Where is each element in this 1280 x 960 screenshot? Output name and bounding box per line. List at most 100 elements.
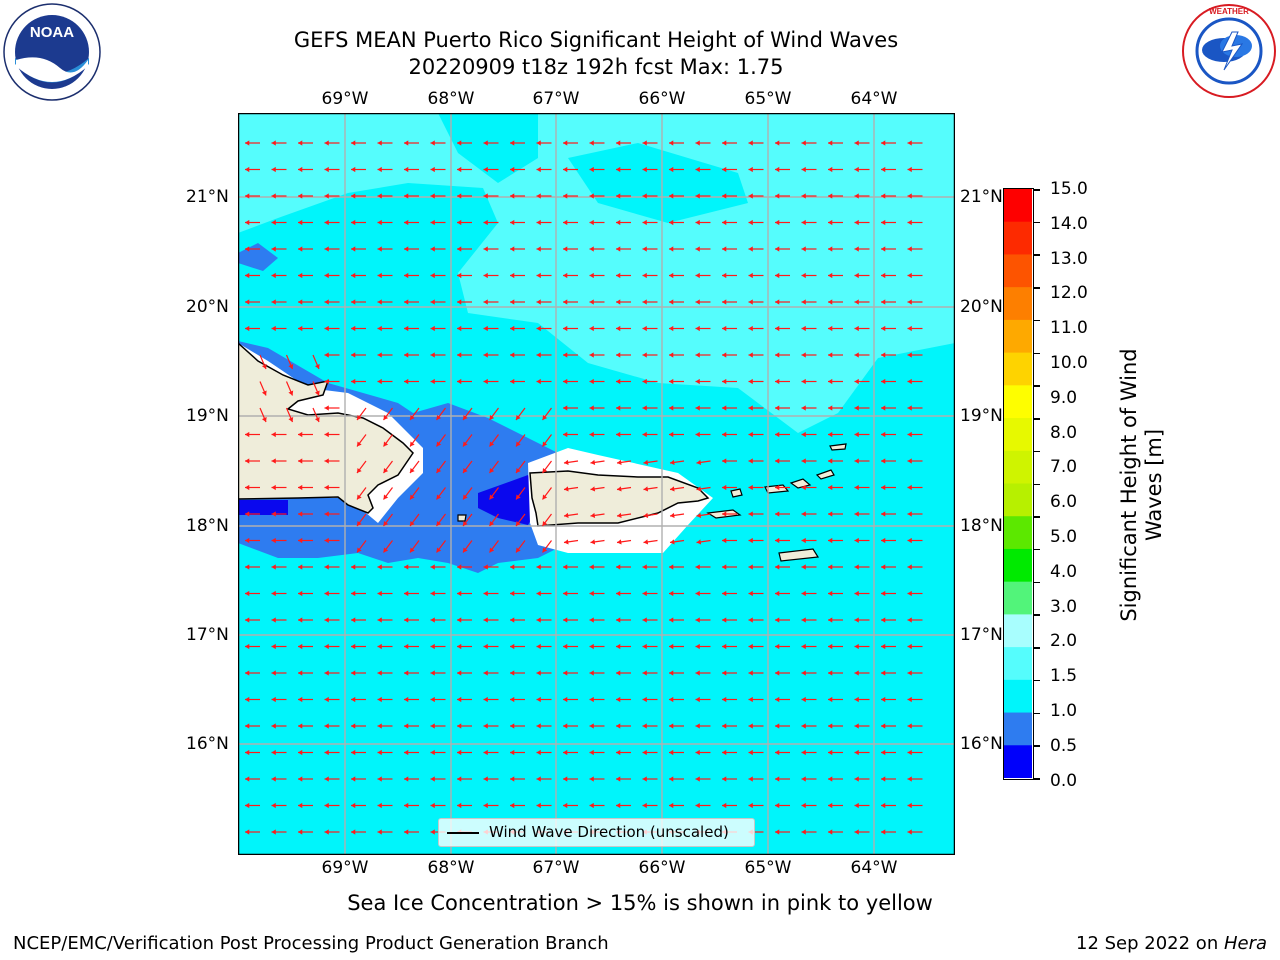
wind-wave-arrow	[377, 140, 393, 146]
wind-wave-arrow	[483, 166, 499, 173]
wind-wave-arrow	[536, 590, 552, 597]
colorbar-swatch	[1004, 516, 1032, 550]
wind-wave-arrow	[722, 219, 737, 226]
wind-wave-arrow	[775, 776, 790, 782]
wind-wave-arrow	[271, 723, 287, 729]
wind-wave-arrow	[881, 617, 896, 623]
wind-wave-arrow	[245, 537, 260, 544]
wind-wave-arrow	[748, 590, 764, 597]
wind-wave-arrow	[669, 486, 685, 492]
colorbar-tick-mark	[1034, 385, 1040, 387]
wind-wave-arrow	[245, 511, 260, 517]
wind-wave-arrow	[430, 378, 446, 385]
wind-wave-arrow	[271, 643, 287, 650]
wind-wave-arrow	[324, 723, 340, 729]
map-panel: Wind Wave Direction (unscaled)	[237, 112, 956, 856]
wind-wave-arrow	[404, 140, 419, 146]
wind-wave-arrow	[245, 246, 260, 252]
wind-wave-arrow	[801, 776, 817, 782]
wind-wave-arrow	[775, 193, 790, 199]
wind-wave-arrow	[854, 723, 870, 729]
wind-wave-arrow	[589, 590, 605, 597]
cb-tick-13: 13.0	[1050, 249, 1088, 269]
wind-wave-arrow	[324, 670, 340, 676]
wind-wave-arrow	[801, 166, 817, 173]
wind-wave-arrow	[536, 643, 552, 650]
wave-band-light	[238, 113, 955, 433]
wind-wave-arrow	[483, 670, 499, 676]
wind-wave-arrow	[356, 540, 367, 553]
wind-wave-arrow	[312, 381, 320, 396]
wind-wave-arrow	[616, 802, 631, 809]
wind-wave-arrow	[748, 484, 764, 491]
wind-wave-arrow	[642, 564, 658, 570]
wind-wave-arrow	[748, 352, 764, 358]
wind-wave-arrow	[536, 696, 552, 703]
wind-wave-arrow	[722, 537, 737, 544]
wind-wave-arrow	[907, 140, 923, 146]
wind-wave-arrow	[801, 802, 817, 809]
wind-wave-arrow	[457, 723, 472, 729]
wind-wave-arrow	[351, 325, 366, 332]
wind-wave-arrow	[324, 537, 340, 544]
colorbar-swatch	[1004, 418, 1032, 452]
colorbar-tick-mark	[1034, 712, 1040, 715]
wind-wave-arrow	[563, 193, 578, 199]
wind-wave-arrow	[430, 670, 446, 676]
wind-wave-arrow	[245, 166, 260, 173]
wind-wave-arrow	[616, 325, 631, 332]
wind-wave-arrow	[801, 193, 817, 199]
wind-wave-arrow	[298, 643, 313, 650]
wind-wave-arrow	[775, 166, 790, 173]
wind-wave-arrow	[430, 643, 446, 650]
wind-wave-arrow	[828, 723, 843, 729]
wind-wave-arrow	[510, 272, 525, 279]
wind-wave-arrow	[324, 140, 340, 146]
wind-wave-arrow	[695, 670, 711, 676]
wind-wave-arrow	[510, 617, 525, 623]
wind-wave-arrow	[324, 405, 340, 411]
wind-wave-arrow	[563, 405, 578, 411]
wind-wave-arrow	[801, 696, 817, 703]
lon-label-bottom-67: 67°W	[532, 858, 580, 878]
cb-tick-2: 2.0	[1050, 631, 1078, 651]
wind-wave-arrow	[404, 696, 419, 703]
lon-label-top-69: 69°W	[321, 89, 369, 109]
wind-wave-arrow	[457, 325, 472, 332]
wind-wave-arrow	[907, 299, 923, 305]
wind-wave-arrow	[271, 166, 287, 173]
wind-wave-arrow	[536, 378, 552, 385]
wind-wave-arrow	[271, 246, 287, 252]
wind-wave-arrow	[748, 299, 764, 305]
wind-wave-arrow	[643, 459, 658, 465]
wind-wave-arrow	[271, 829, 287, 835]
wind-wave-arrow	[351, 749, 366, 756]
colorbar-tick-mark	[1034, 352, 1040, 355]
wind-wave-arrow	[907, 352, 923, 358]
wind-wave-arrow	[775, 564, 790, 570]
wind-wave-arrow	[775, 405, 790, 411]
wind-wave-arrow	[271, 802, 287, 809]
wind-wave-arrow	[245, 802, 260, 809]
wind-wave-arrow	[563, 459, 579, 465]
footer-branch: NCEP/EMC/Verification Post Processing Pr…	[13, 933, 609, 954]
wind-wave-arrow	[271, 749, 287, 756]
wind-wave-arrow	[642, 749, 658, 756]
wind-wave-arrow	[669, 696, 684, 703]
wind-wave-arrow	[616, 590, 631, 597]
wind-wave-arrow	[669, 643, 684, 650]
wind-wave-arrow	[536, 166, 552, 173]
wind-wave-arrow	[324, 696, 340, 703]
wind-wave-arrow	[722, 378, 737, 385]
wind-wave-arrow	[563, 431, 578, 438]
wind-wave-arrow	[642, 405, 658, 411]
wind-wave-arrow	[483, 617, 499, 623]
wind-wave-arrow	[563, 590, 578, 597]
colorbar-swatch	[1004, 647, 1032, 681]
wind-wave-arrow	[616, 723, 631, 729]
lat-label-right-17: 17°N	[960, 625, 1002, 645]
wind-wave-arrow	[510, 590, 525, 597]
wind-wave-arrow	[351, 670, 366, 676]
wind-wave-arrow	[616, 486, 632, 492]
colorbar-tick-mark	[1034, 254, 1040, 256]
